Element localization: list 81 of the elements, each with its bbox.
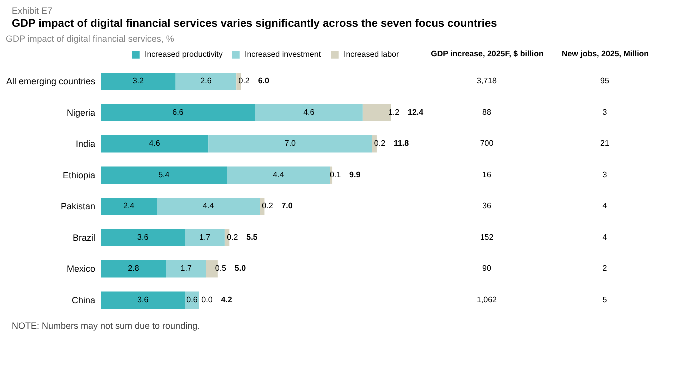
data-label: 0.2: [262, 202, 274, 211]
total-label: 9.9: [350, 170, 362, 180]
data-label: 1.2: [388, 108, 400, 117]
data-label: 3.6: [138, 295, 150, 304]
text: 3: [602, 108, 608, 117]
y-tick-label: Pakistan: [60, 202, 96, 212]
bar: [101, 198, 158, 216]
bar: [101, 260, 166, 278]
bar: [185, 229, 225, 246]
text: 16: [482, 170, 492, 180]
total-label: 12.4: [408, 108, 424, 117]
total-label: 11.8: [394, 139, 410, 148]
text: GDP increase, 2025F, $ billion: [431, 50, 544, 58]
data-label: 4.6: [304, 108, 316, 117]
data-label: 2.4: [124, 202, 136, 211]
bar: [176, 73, 237, 90]
data-label: 4.4: [273, 170, 285, 180]
y-tick-label: Mexico: [66, 264, 96, 274]
text: 3: [602, 170, 608, 180]
text: 1,062: [476, 295, 498, 304]
chart-title: GDP impact of digital financial services varies significantly across the seven focus countries: [12, 18, 498, 30]
y-tick-label: Brazil: [72, 232, 96, 243]
legend-label: Increased productivity: [145, 50, 223, 59]
bar: [208, 136, 372, 153]
data-label: 0.5: [215, 264, 228, 274]
text: 5: [602, 295, 608, 304]
y-tick-label: All emerging countries: [6, 76, 96, 87]
data-label: 3.2: [132, 76, 145, 86]
text: 36: [482, 202, 492, 211]
text: 700: [480, 139, 494, 148]
total-label: 7.0: [282, 202, 294, 211]
data-label: 0.1: [330, 170, 342, 180]
data-label: 0.2: [227, 232, 239, 242]
total-label: 6.0: [258, 76, 270, 86]
data-label: 2.6: [200, 76, 212, 86]
y-tick-label: China: [72, 295, 96, 306]
legend-label: Increased investment: [245, 50, 322, 59]
data-label: 6.6: [172, 108, 184, 117]
data-label: 0.0: [202, 295, 214, 304]
text: 4: [602, 232, 608, 242]
text: NOTE: Numbers may not sum due to rounding.: [11, 321, 202, 331]
data-label: 0.2: [374, 139, 386, 148]
data-label: 0.6: [186, 295, 198, 304]
text: 3,718: [476, 76, 498, 86]
total-label: 5.0: [234, 264, 247, 274]
data-label: 5.4: [158, 170, 170, 180]
chart-subtitle: GDP impact of digital financial services, %: [6, 34, 174, 44]
data-label: 1.7: [200, 232, 212, 242]
bar: [101, 104, 256, 122]
data-label: 1.7: [180, 264, 192, 274]
text: Exhibit E7: [12, 6, 54, 16]
total-label: 5.5: [246, 232, 258, 242]
bar: [101, 229, 186, 246]
y-tick-label: India: [76, 139, 96, 150]
bar: [101, 166, 228, 184]
text: 21: [600, 139, 610, 148]
data-label: 3.6: [138, 232, 150, 242]
bar: [101, 73, 176, 90]
data-label: 2.8: [128, 264, 140, 274]
text: 90: [482, 264, 492, 274]
bar: [101, 292, 186, 309]
bar: [101, 136, 209, 153]
data-label: 4.4: [203, 202, 215, 211]
text: 4: [602, 202, 608, 211]
data-label: 4.6: [149, 139, 161, 148]
bar: [362, 104, 391, 122]
bar: [227, 166, 330, 184]
text: 88: [482, 108, 492, 117]
y-tick-label: Nigeria: [66, 108, 96, 118]
legend-label: Increased labor: [344, 50, 400, 59]
bar: [255, 104, 363, 122]
text: New jobs, 2025, Million: [562, 50, 650, 58]
y-tick-label: Ethiopia: [62, 170, 96, 180]
text: 152: [480, 232, 494, 242]
bar: [166, 260, 206, 278]
total-label: 4.2: [221, 295, 233, 304]
bar: [157, 198, 260, 216]
text: 95: [600, 76, 610, 86]
text: 2: [602, 264, 608, 274]
data-label: 0.2: [238, 76, 250, 86]
data-label: 7.0: [284, 139, 297, 148]
